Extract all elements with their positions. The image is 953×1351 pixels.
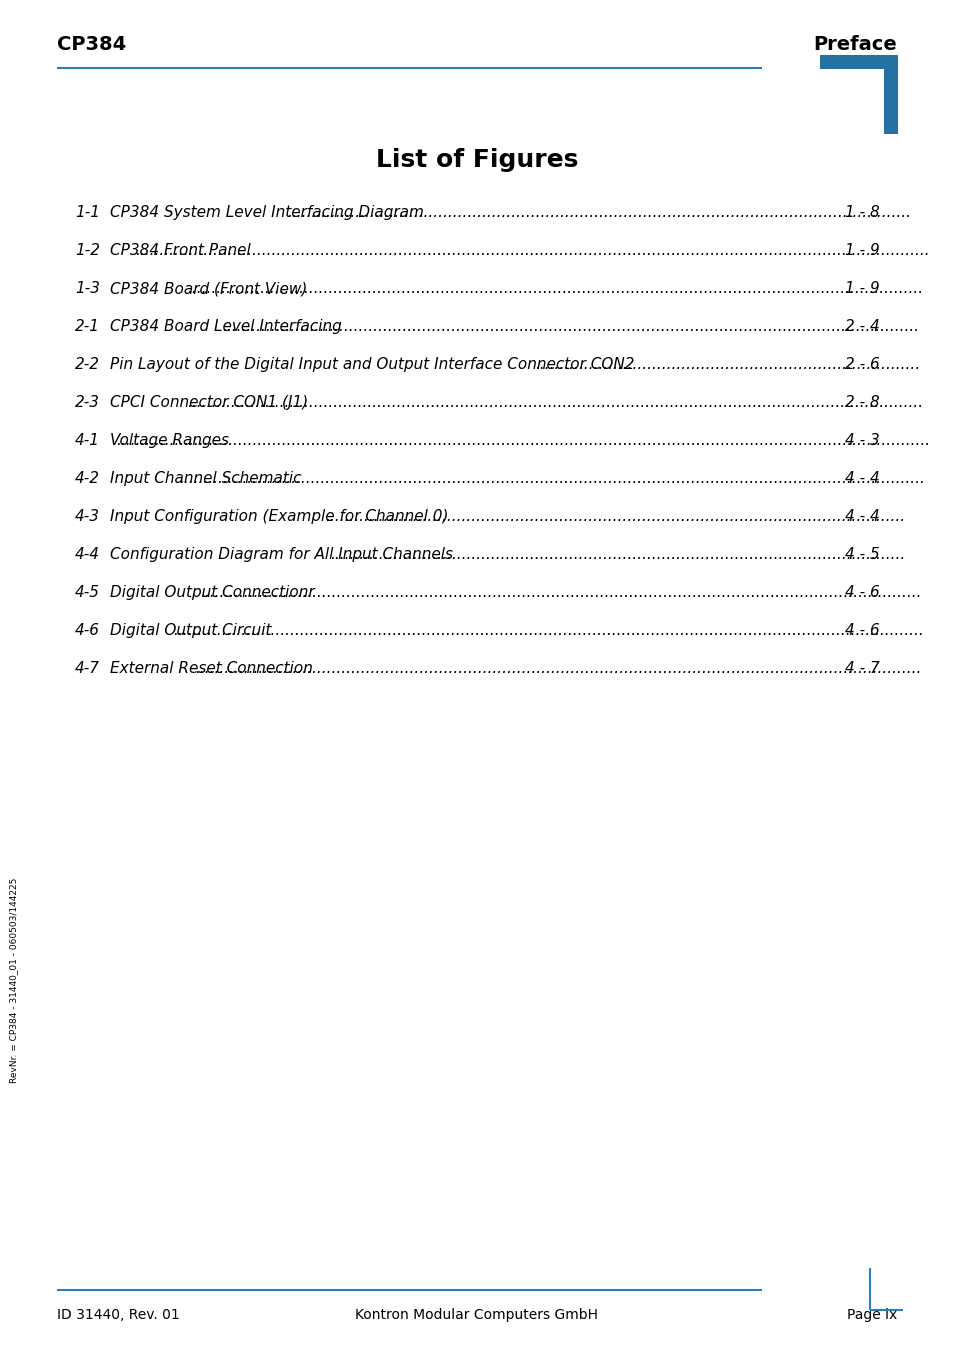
Bar (883, 69, 897, 134)
Text: Configuration Diagram for All Input Channels: Configuration Diagram for All Input Chan… (110, 547, 453, 562)
Text: 4-5: 4-5 (75, 585, 100, 600)
Text: ................................................................................: ........................................… (173, 623, 923, 638)
Text: ................................................................................: ........................................… (194, 661, 921, 676)
Text: 1 - 9: 1 - 9 (844, 243, 879, 258)
Text: ................................................................................: ........................................… (116, 434, 929, 449)
Text: ................................................................................: ........................................… (135, 243, 929, 258)
Text: 4-6: 4-6 (75, 623, 100, 638)
Text: Kontron Modular Computers GmbH: Kontron Modular Computers GmbH (355, 1308, 598, 1323)
Text: ID 31440, Rev. 01: ID 31440, Rev. 01 (57, 1308, 179, 1323)
Text: 2-3: 2-3 (75, 394, 100, 409)
Text: 4 - 6: 4 - 6 (844, 585, 879, 600)
Text: CPCI Connector CON1 (J1): CPCI Connector CON1 (J1) (110, 394, 308, 409)
Text: ................................................................................: ........................................… (200, 585, 921, 600)
Text: Voltage Ranges: Voltage Ranges (110, 434, 229, 449)
Text: ................................................................................: ........................................… (187, 394, 922, 409)
Text: 4-7: 4-7 (75, 661, 100, 676)
Text: RevNr. = CP384 - 31440_01 - 060503/144225: RevNr. = CP384 - 31440_01 - 060503/14422… (10, 877, 18, 1082)
Text: 4-4: 4-4 (75, 547, 100, 562)
Text: 2 - 6: 2 - 6 (844, 357, 879, 372)
Text: ...............................................................................: ........................................… (535, 357, 920, 372)
Text: CP384 Board Level Interfacing: CP384 Board Level Interfacing (110, 319, 341, 334)
Text: 4 - 3: 4 - 3 (844, 434, 879, 449)
Text: 4 - 4: 4 - 4 (844, 509, 879, 524)
Text: 4 - 6: 4 - 6 (844, 623, 879, 638)
Text: ................................................................................: ........................................… (330, 547, 904, 562)
Text: 4-1: 4-1 (75, 434, 100, 449)
Text: 4 - 7: 4 - 7 (844, 661, 879, 676)
Text: CP384: CP384 (57, 35, 126, 54)
Text: ................................................................................: ........................................… (324, 509, 903, 524)
Text: 1-2: 1-2 (75, 243, 100, 258)
Text: Digital Output Circuit: Digital Output Circuit (110, 623, 272, 638)
Text: Input Configuration (Example for Channel 0): Input Configuration (Example for Channel… (110, 509, 448, 524)
Text: CP384 System Level Interfacing Diagram: CP384 System Level Interfacing Diagram (110, 205, 423, 220)
Text: CP384 Front Panel: CP384 Front Panel (110, 243, 251, 258)
Text: CP384 Board (Front View): CP384 Board (Front View) (110, 281, 307, 296)
Text: 2-2: 2-2 (75, 357, 100, 372)
Text: ................................................................................: ........................................… (287, 205, 910, 220)
Bar (820, 55, 897, 69)
Text: 2 - 8: 2 - 8 (844, 394, 879, 409)
Text: 4-2: 4-2 (75, 471, 100, 486)
Text: 4 - 4: 4 - 4 (844, 471, 879, 486)
Text: 4 - 5: 4 - 5 (844, 547, 879, 562)
Text: External Reset Connection: External Reset Connection (110, 661, 313, 676)
Text: Preface: Preface (812, 35, 896, 54)
Text: Input Channel Schematic: Input Channel Schematic (110, 471, 301, 486)
Text: List of Figures: List of Figures (375, 149, 578, 172)
Text: 1 - 8: 1 - 8 (844, 205, 879, 220)
Text: 4-3: 4-3 (75, 509, 100, 524)
Text: Pin Layout of the Digital Input and Output Interface Connector CON2: Pin Layout of the Digital Input and Outp… (110, 357, 634, 372)
Text: 2 - 4: 2 - 4 (844, 319, 879, 334)
Text: ................................................................................: ........................................… (187, 281, 922, 296)
Text: 2-1: 2-1 (75, 319, 100, 334)
Text: Page ix: Page ix (846, 1308, 896, 1323)
Text: ................................................................................: ........................................… (222, 319, 918, 334)
Text: 1 - 9: 1 - 9 (844, 281, 879, 296)
Text: 1-1: 1-1 (75, 205, 100, 220)
Text: Digital Output Connectionr: Digital Output Connectionr (110, 585, 314, 600)
Text: ................................................................................: ........................................… (178, 471, 923, 486)
Text: 1-3: 1-3 (75, 281, 100, 296)
